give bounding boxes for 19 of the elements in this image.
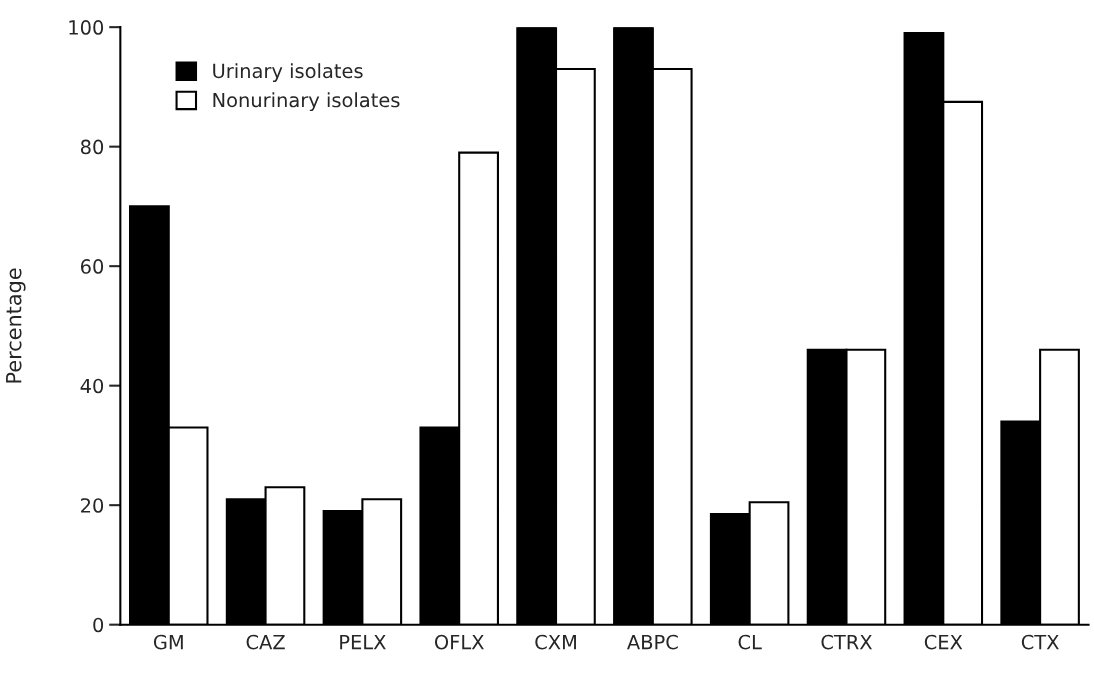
x-tick-label: CEX	[924, 634, 963, 650]
y-tick-label: 20	[81, 498, 104, 513]
x-tick-label: PELX	[340, 635, 386, 650]
x-tick-label: CAZ	[246, 634, 285, 650]
x-tick-label: CXM	[535, 634, 576, 650]
x-tick-label: CTX	[1021, 634, 1059, 650]
y-tick-label: 100	[69, 20, 104, 35]
y-tick-label: 80	[80, 139, 104, 155]
x-tick-label: CTRX	[821, 634, 873, 650]
y-tick-label: 0	[93, 617, 104, 633]
y-tick-label: 60	[80, 259, 104, 274]
legend-label: Urinary isolates	[213, 63, 363, 82]
y-axis-title: Percentage	[6, 268, 26, 383]
x-tick-label: GM	[153, 634, 183, 650]
legend-label: Nonurinary isolates	[213, 92, 400, 112]
x-tick-label: CL	[738, 634, 762, 650]
y-tick-label: 40	[80, 378, 104, 394]
x-tick-label: ABPC	[627, 634, 678, 650]
x-tick-label: OFLX	[434, 634, 484, 650]
